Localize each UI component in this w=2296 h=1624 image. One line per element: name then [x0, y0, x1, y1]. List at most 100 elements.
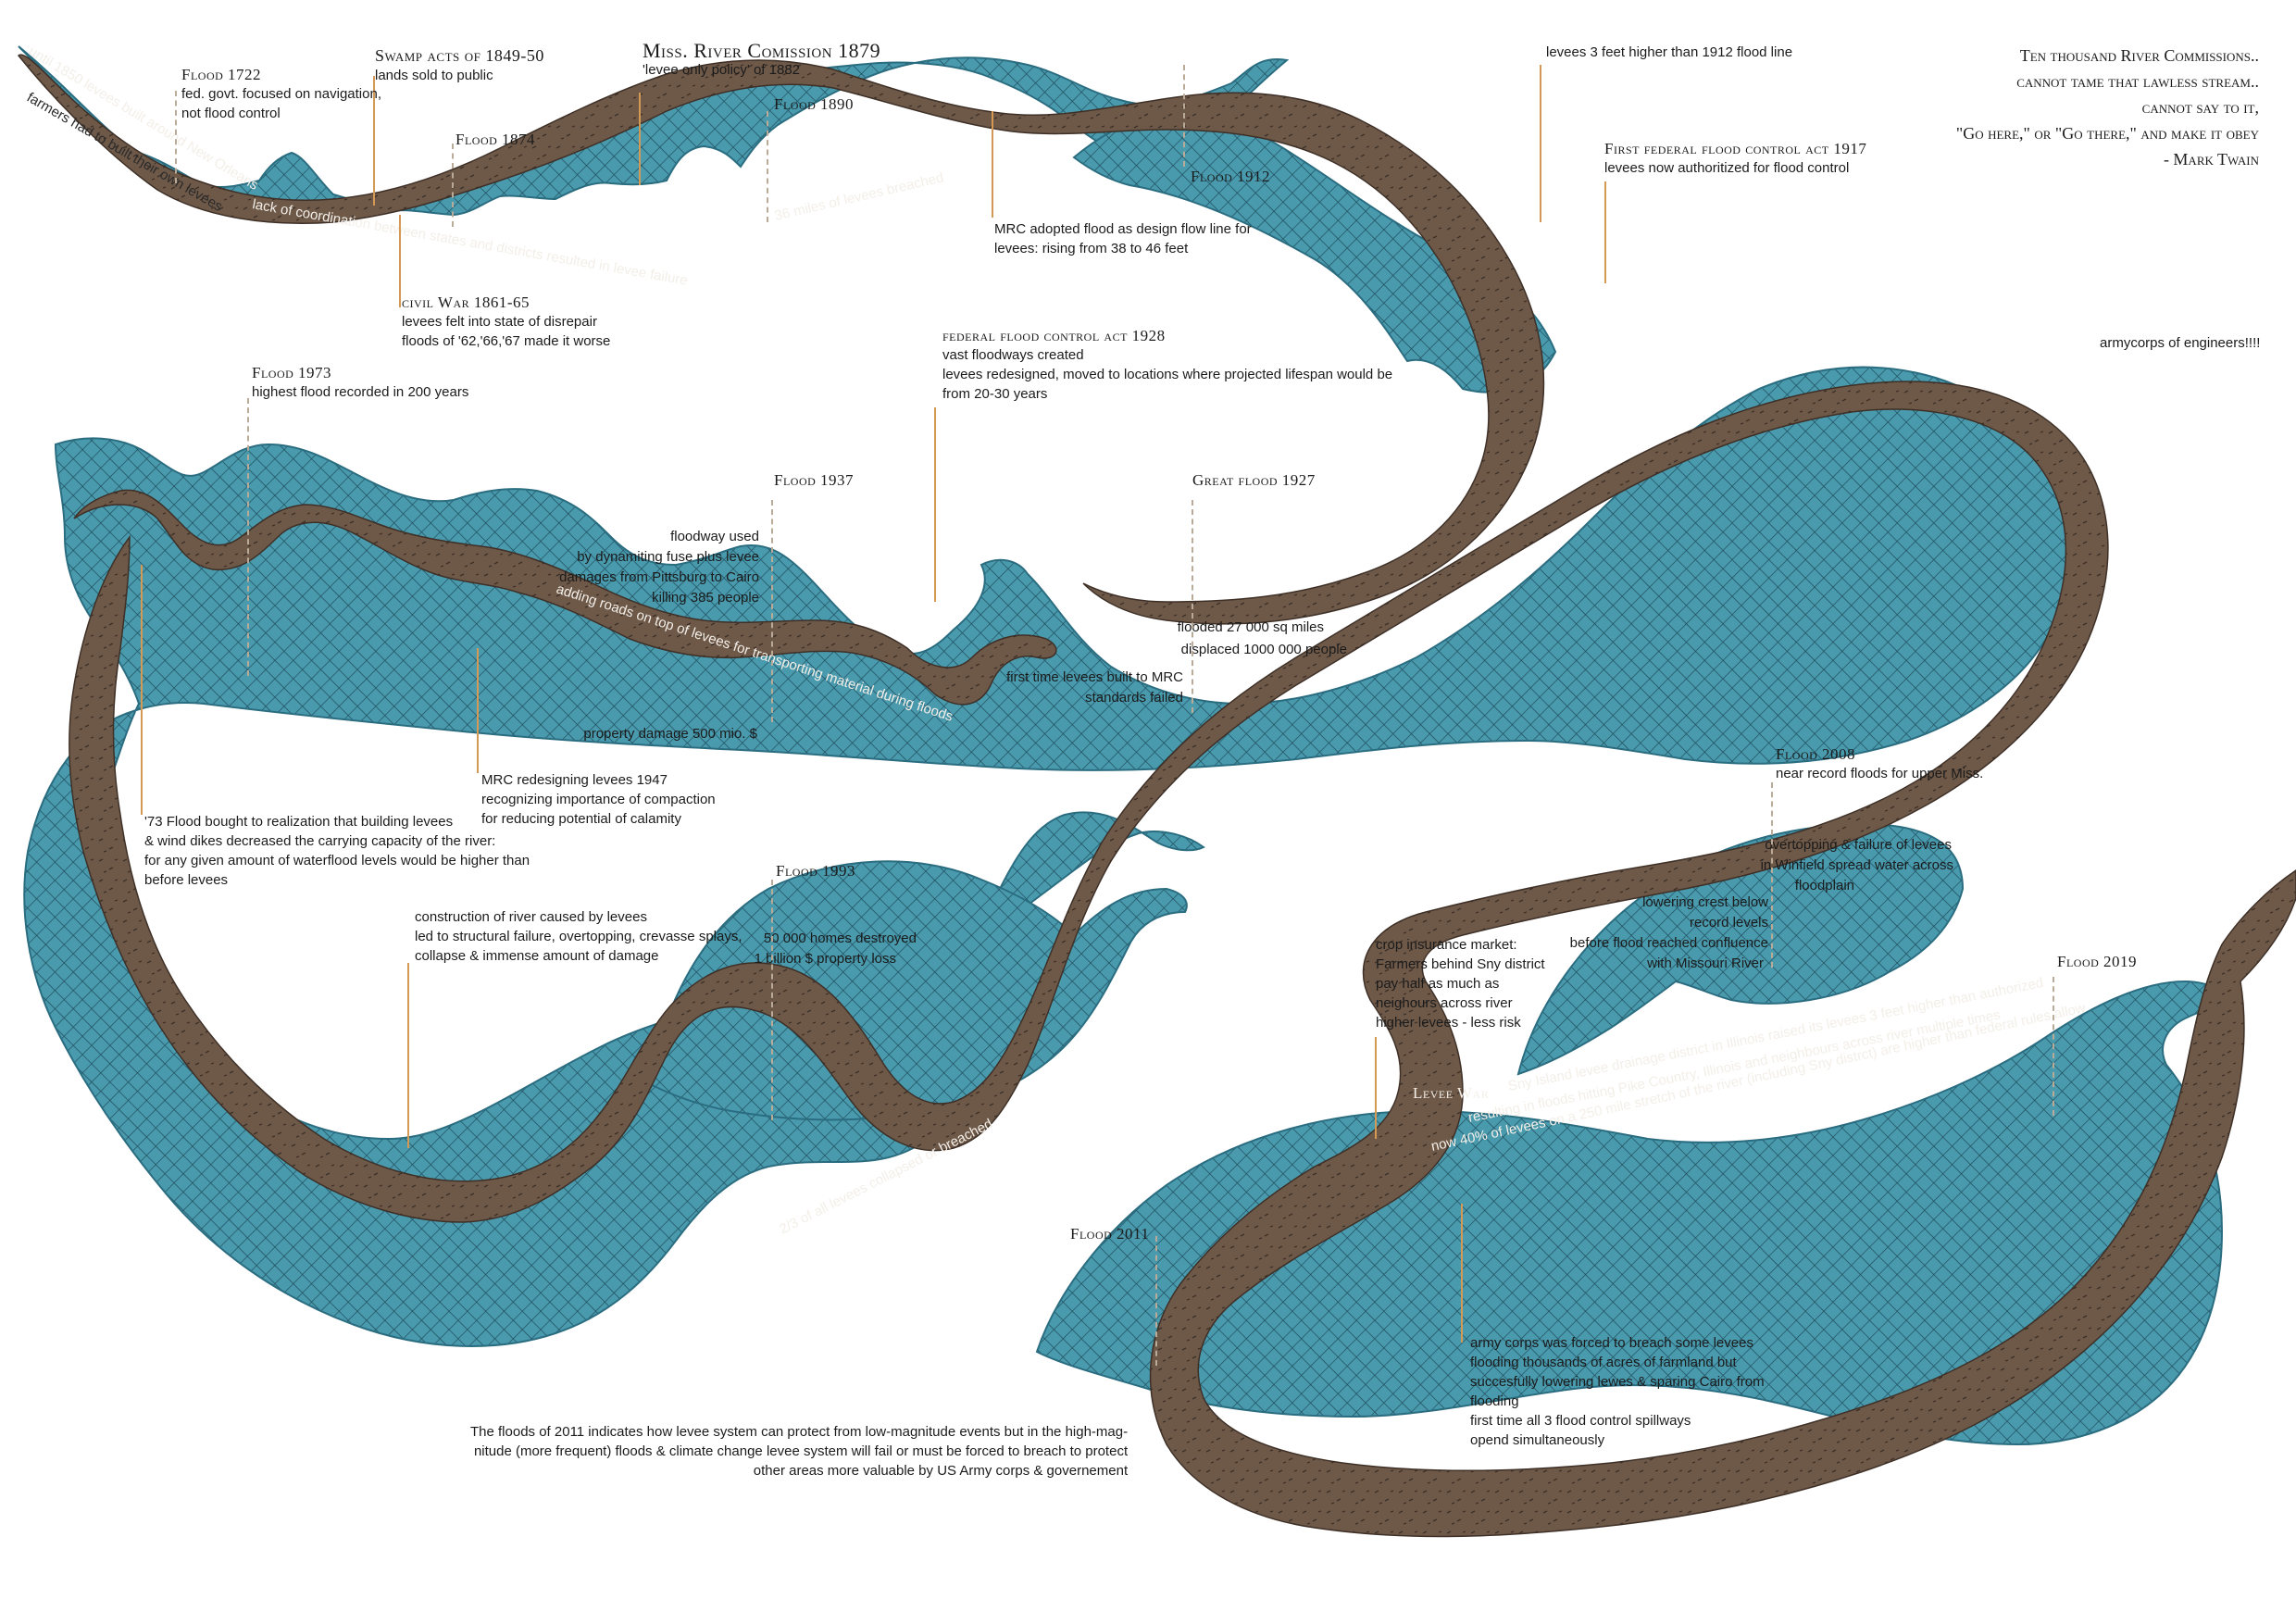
- water-label-floodway-1: floodway used: [670, 529, 759, 544]
- line-civilwar-1: levees felt into state of disrepair: [402, 314, 597, 330]
- annotation-flood-1912: Flood 1912: [1191, 167, 1270, 186]
- line-breach-6: opend simultaneously: [1470, 1432, 1605, 1448]
- leader-1912: [1183, 65, 1185, 167]
- annotation-army-corps: armycorps of engineers!!!!: [2100, 333, 2260, 353]
- leader-mrcdesign: [992, 111, 993, 218]
- leader-2019: [2053, 977, 2054, 1116]
- line-mrc1879-1: 'levee only policy' of 1882: [643, 62, 801, 78]
- line-crop-5: higher levees - less risk: [1376, 1015, 1521, 1031]
- water-label-lowering-1: lowering crest below: [1642, 894, 1768, 910]
- line-breach-4: flooding: [1470, 1393, 1519, 1409]
- leader-crop: [1375, 1037, 1377, 1139]
- leader-1993: [771, 880, 773, 1120]
- annotation-flood-2011: Flood 2011: [1070, 1224, 1149, 1243]
- annotation-flood-2019: Flood 2019: [2057, 952, 2137, 971]
- leader-gf1927: [1192, 500, 1193, 713]
- water-bodies: [18, 45, 2243, 1446]
- title-mrc-1879: Miss. River Comission 1879: [643, 39, 881, 62]
- levee-ribbon-middle-segment: [73, 489, 1057, 706]
- line-mrc1947-2: recognizing importance of compaction: [481, 792, 716, 807]
- water-labels: floodway used by dynamiting fuse plus le…: [559, 529, 1953, 971]
- annotation-flood-1722: Flood 1722 fed. govt. focused on navigat…: [181, 65, 381, 123]
- annotation-levee-war: Levee War: [1413, 1083, 1489, 1103]
- line-73note-1: '73 Flood bought to realization that bui…: [144, 814, 454, 830]
- leader-1973: [247, 398, 249, 676]
- line-mrc1947-3: for reducing potential of calamity: [481, 811, 681, 827]
- annotation-flood-1973: Flood 1973 highest flood recorded in 200…: [252, 363, 468, 402]
- title-flood-2008: Flood 2008: [1776, 745, 1856, 763]
- quote-line-4: "Go here," or "Go there," and make it ob…: [1955, 124, 2259, 143]
- line-fca1928-3: from 20-30 years: [942, 386, 1048, 402]
- title-flood-1993: Flood 1993: [776, 862, 856, 880]
- line-summary-3: other areas more valuable by US Army cor…: [753, 1463, 1129, 1479]
- annotation-construction: construction of river caused by levees le…: [415, 907, 742, 966]
- line-crop-1: crop insurance market:: [1376, 937, 1517, 953]
- levee-label-36-miles: 36 miles of levees breached: [773, 169, 945, 224]
- water-label-homes-1: 50 000 homes destroyed: [764, 931, 917, 946]
- leader-ffca1917: [1604, 181, 1606, 283]
- annotation-swamp-acts: Swamp acts of 1849-50 lands sold to publ…: [375, 46, 544, 85]
- annotation-mrc-1879: Miss. River Comission 1879 'levee only p…: [643, 41, 880, 80]
- line-73note-3: for any given amount of waterflood level…: [144, 853, 530, 868]
- water-shape-bottom-right: [1035, 980, 2243, 1446]
- water-label-floodway-4: killing 385 people: [652, 590, 759, 606]
- leader-civilwar: [399, 215, 401, 307]
- title-great-flood-1927: Great flood 1927: [1192, 471, 1316, 489]
- leader-1722: [175, 91, 177, 183]
- title-fca-1928: federal flood control act 1928: [942, 327, 1166, 344]
- quote-line-3: cannot say to it,: [2141, 98, 2259, 117]
- annotation-summary-2011: The floods of 2011 indicates how levee s…: [470, 1422, 1128, 1480]
- line-summary-2: nitude (more frequent) floods & climate …: [473, 1443, 1129, 1459]
- line-1722-2: not flood control: [181, 106, 281, 121]
- water-label-overtop-2: in Winfield spread water across: [1761, 857, 1953, 873]
- title-ffca-1917: First federal flood control act 1917: [1604, 140, 1867, 157]
- annotation-flood-1993: Flood 1993: [776, 861, 855, 881]
- annotation-flood-1890: Flood 1890: [774, 94, 854, 114]
- annotation-ffca-1917: First federal flood control act 1917 lev…: [1604, 139, 1866, 178]
- leader-1874: [452, 144, 454, 227]
- title-flood-1912: Flood 1912: [1191, 168, 1271, 185]
- leader-1890: [767, 111, 768, 222]
- water-label-floodway-2: by dynamiting fuse plus levee: [577, 549, 759, 565]
- annotation-73-note: '73 Flood bought to realization that bui…: [144, 812, 530, 890]
- water-label-overtop-3: floodplain: [1795, 878, 1854, 893]
- annotation-flood-1937: Flood 1937: [774, 470, 854, 490]
- line-fca1928-2: levees redesigned, moved to locations wh…: [942, 367, 1393, 382]
- water-label-homes-2: 1 billion $ property loss: [755, 951, 896, 967]
- quote-line-1: Ten thousand River Commissions..: [2019, 46, 2259, 65]
- leader-swamp: [373, 76, 375, 206]
- line-swamp-1: lands sold to public: [375, 68, 493, 83]
- leader-fca1928: [934, 407, 936, 602]
- title-flood-1937: Flood 1937: [774, 471, 855, 489]
- water-label-lowering-3: before flood reached confluence: [1570, 935, 1768, 951]
- line-crop-2: Farmers behind Sny district: [1376, 956, 1545, 972]
- mark-twain-quote: Ten thousand River Commissions.. cannot …: [1956, 43, 2259, 172]
- line-mrcdesign-1: MRC adopted flood as design flow line fo…: [994, 221, 1252, 237]
- annotation-mrc-1947: MRC redesigning levees 1947 recognizing i…: [481, 770, 716, 829]
- leader-2011: [1155, 1236, 1157, 1366]
- title-civil-war: civil War 1861-65: [402, 294, 530, 311]
- line-fca1928-1: vast floodways created: [942, 347, 1084, 363]
- leader-2008: [1771, 782, 1773, 968]
- quote-line-2: cannot tame that lawless stream..: [2016, 72, 2259, 91]
- leader-73note: [141, 565, 143, 815]
- leader-mrc1879: [639, 93, 641, 185]
- title-flood-1890: Flood 1890: [774, 95, 855, 113]
- line-73note-2: & wind dikes decreased the carrying capa…: [144, 833, 496, 849]
- line-mrc1947-1: MRC redesigning levees 1947: [481, 772, 668, 788]
- title-flood-2019: Flood 2019: [2057, 953, 2138, 970]
- leader-1937: [771, 500, 773, 722]
- annotation-flood-2008: Flood 2008 near record floods for upper …: [1776, 744, 1983, 783]
- annotation-civil-war: civil War 1861-65 levees felt into state…: [402, 293, 610, 351]
- annotation-flood-1874: Flood 1874: [455, 130, 535, 149]
- water-label-overtop-1: overtopping & failure of levees: [1765, 837, 1952, 853]
- line-construction-2: led to structural failure, overtopping, …: [415, 929, 742, 944]
- line-summary-1: The floods of 2011 indicates how levee s…: [470, 1424, 1129, 1440]
- annotation-great-flood-1927: Great flood 1927: [1192, 470, 1316, 490]
- line-1973-1: highest flood recorded in 200 years: [252, 384, 469, 400]
- line-construction-1: construction of river caused by levees: [415, 909, 647, 925]
- line-73note-4: before levees: [144, 872, 229, 888]
- annotation-mrc-design: MRC adopted flood as design flow line fo…: [994, 219, 1252, 258]
- line-army-1: armycorps of engineers!!!!: [2100, 335, 2261, 351]
